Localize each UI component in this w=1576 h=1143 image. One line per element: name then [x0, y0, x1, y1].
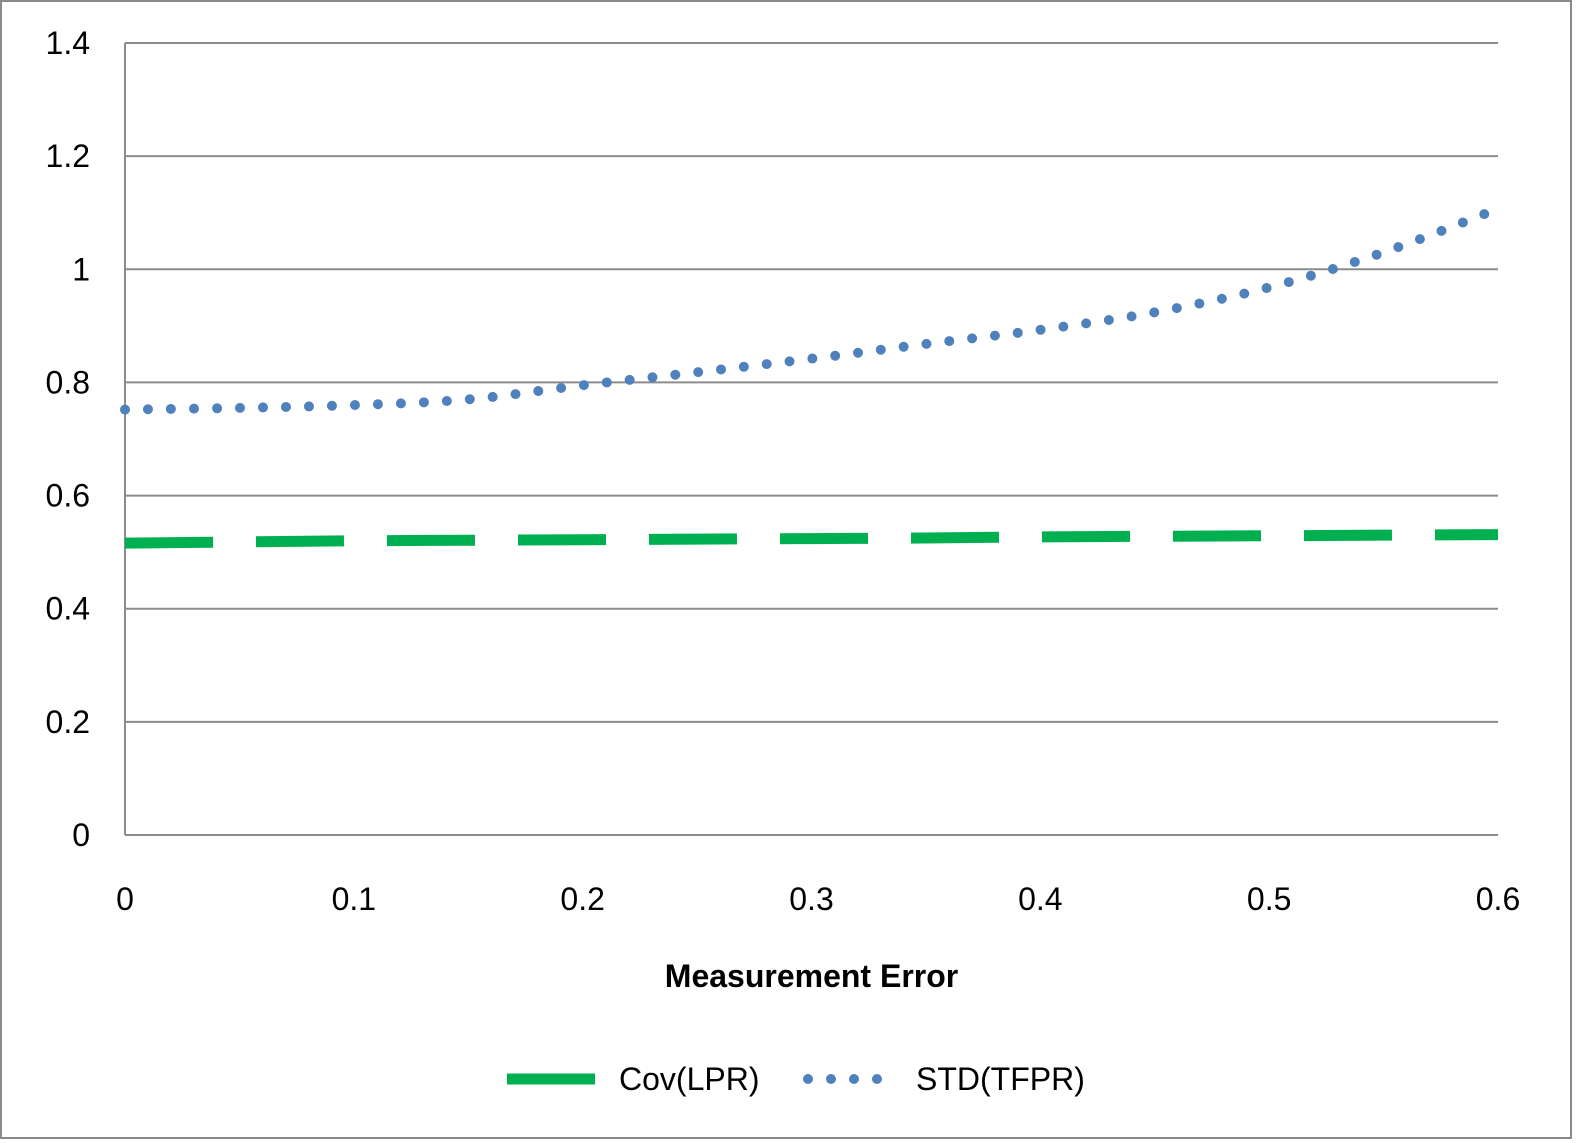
y-tick-label: 1 [72, 251, 90, 287]
y-tick-label: 0.4 [46, 591, 90, 627]
x-tick-label: 0.4 [1018, 881, 1062, 917]
series-line-cov-lpr [124, 529, 1499, 549]
series-line-std-tfpr [120, 203, 1503, 415]
legend-label-std-tfpr: STD(TFPR) [916, 1061, 1085, 1097]
x-tick-label: 0.6 [1476, 881, 1520, 917]
x-axis-title: Measurement Error [665, 958, 958, 994]
y-tick-label: 1.4 [46, 25, 90, 61]
x-tick-label: 0.1 [332, 881, 376, 917]
x-tick-label: 0.2 [560, 881, 604, 917]
x-tick-label: 0 [116, 881, 134, 917]
y-tick-label: 0.6 [46, 478, 90, 514]
legend-label-cov-lpr: Cov(LPR) [619, 1061, 759, 1097]
y-tick-label: 0.8 [46, 364, 90, 400]
y-tick-label: 0 [72, 817, 90, 853]
y-tick-label: 0.2 [46, 704, 90, 740]
x-tick-label: 0.5 [1247, 881, 1291, 917]
y-tick-label: 1.2 [46, 138, 90, 174]
x-tick-label: 0.3 [789, 881, 833, 917]
